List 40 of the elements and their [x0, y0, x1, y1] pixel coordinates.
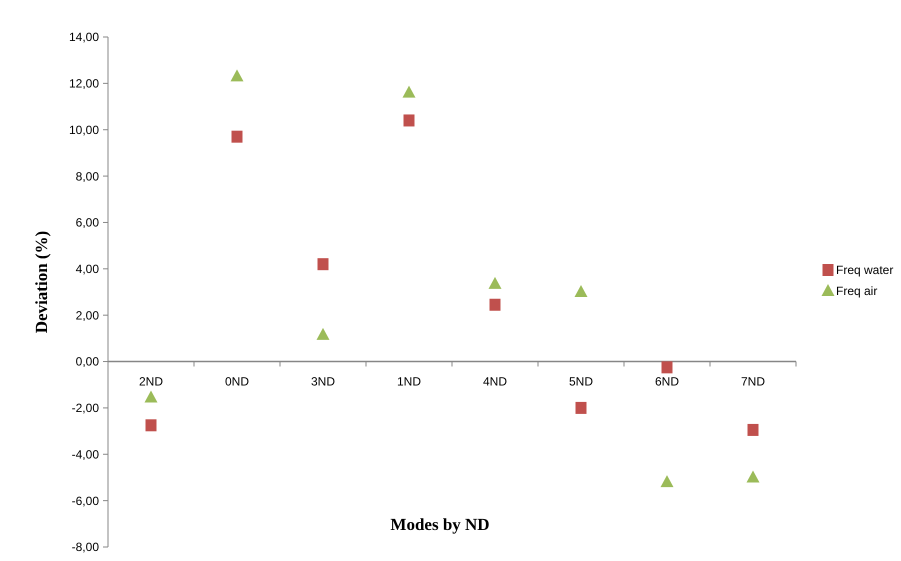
point	[576, 402, 586, 414]
y-axis-title: Deviation (%)	[32, 230, 51, 334]
y-tick-label: -2,00	[72, 401, 100, 416]
y-tick-label: 0,00	[76, 354, 100, 369]
legend-label: Freq water	[836, 263, 894, 278]
point	[660, 475, 674, 488]
legend-label: Freq air	[836, 284, 878, 298]
x-tick-label: 7ND	[740, 374, 766, 389]
x-tick-label: 2ND	[138, 374, 164, 389]
x-tick-label: 4ND	[482, 374, 508, 389]
point	[318, 258, 328, 270]
y-tick-label: 10,00	[68, 122, 100, 137]
x-axis-title: Modes by ND	[390, 515, 490, 534]
point	[232, 130, 242, 143]
y-tick-label: 4,00	[76, 262, 100, 276]
y-tick-label: -6,00	[72, 494, 100, 508]
y-tick-label: 6,00	[76, 216, 100, 230]
x-tick-label: 0ND	[224, 374, 250, 389]
point	[574, 285, 588, 297]
y-tick-label: -4,00	[72, 447, 100, 462]
y-tick-label: 12,00	[68, 76, 100, 91]
point	[488, 276, 502, 289]
point	[662, 361, 672, 374]
point	[144, 390, 158, 402]
point	[404, 114, 414, 126]
point	[230, 69, 244, 82]
point	[748, 424, 758, 436]
point	[402, 86, 416, 98]
x-tick-label: 6ND	[654, 374, 680, 389]
point	[146, 419, 156, 432]
y-tick-label: 2,00	[76, 308, 100, 322]
y-tick-label: 14,00	[68, 30, 100, 44]
y-tick-label: 8,00	[76, 169, 100, 184]
point	[316, 328, 330, 340]
point	[490, 298, 500, 311]
point	[746, 470, 760, 482]
y-tick-label: -8,00	[72, 540, 100, 554]
x-tick-label: 1ND	[396, 374, 422, 389]
x-tick-label: 3ND	[310, 374, 336, 389]
x-tick-label: 5ND	[568, 374, 594, 389]
